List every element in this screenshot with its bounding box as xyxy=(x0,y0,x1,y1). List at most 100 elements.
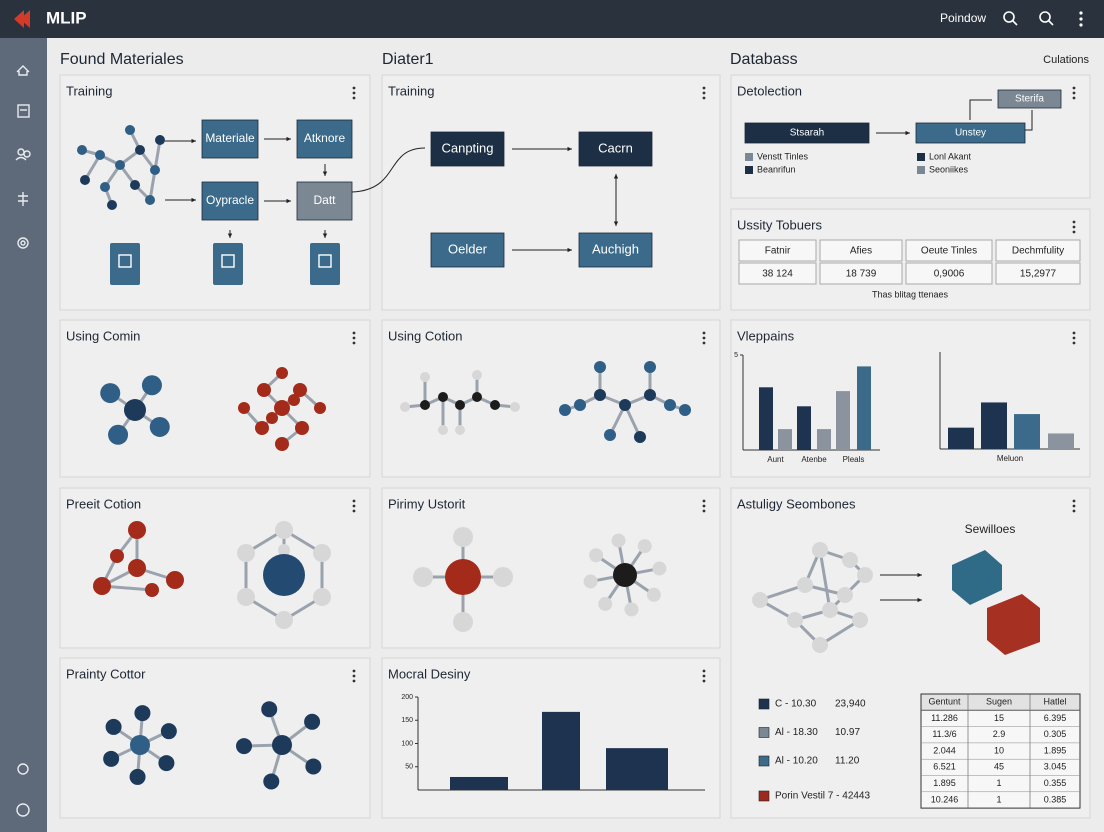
flow-node-label: Cacrn xyxy=(598,140,633,155)
atom xyxy=(257,383,271,397)
table-cell-text: 10.246 xyxy=(931,794,959,804)
panel-menu-dot[interactable] xyxy=(352,331,356,335)
atom xyxy=(604,429,616,441)
panel-menu-dot[interactable] xyxy=(702,509,706,513)
panel-menu-dot[interactable] xyxy=(352,669,356,673)
panel-menu-dot[interactable] xyxy=(352,674,356,678)
atom xyxy=(274,400,290,416)
atom xyxy=(295,421,309,435)
legend-value: 23,940 xyxy=(835,699,866,710)
panel-menu-dot[interactable] xyxy=(1072,96,1076,100)
atom xyxy=(166,571,184,589)
flow-node xyxy=(296,181,353,221)
icon-tile xyxy=(310,243,340,285)
atom xyxy=(110,549,124,563)
panel-menu-dot[interactable] xyxy=(702,96,706,100)
atom xyxy=(261,701,278,718)
flow-node-label: Sterifa xyxy=(1015,94,1044,105)
atom xyxy=(472,392,482,402)
atom xyxy=(420,400,430,410)
panel-menu-dot[interactable] xyxy=(352,336,356,340)
atom xyxy=(266,412,278,424)
y-tick-label: 5 xyxy=(734,352,738,359)
table-cell-text: 11.3/6 xyxy=(932,729,956,739)
atom xyxy=(115,160,125,170)
panel-menu-dot[interactable] xyxy=(702,504,706,508)
arrow-head xyxy=(905,130,910,136)
panel-menu-dot[interactable] xyxy=(352,341,356,345)
panel-menu-dot[interactable] xyxy=(352,679,356,683)
atom xyxy=(634,431,646,443)
panel-menu-dot[interactable] xyxy=(1072,509,1076,513)
atom xyxy=(472,370,482,380)
column-heading: Found Materiales xyxy=(60,51,184,68)
panel-menu-dot[interactable] xyxy=(1072,220,1076,224)
panel xyxy=(730,319,1091,478)
x-tick-label: Pleals xyxy=(843,455,865,464)
table-cell-text: 10 xyxy=(994,745,1004,755)
panel-menu-dot[interactable] xyxy=(702,341,706,345)
panel-menu-dot[interactable] xyxy=(702,331,706,335)
brand: MLIP xyxy=(46,8,87,27)
atom xyxy=(80,175,90,185)
panel-menu-dot[interactable] xyxy=(702,499,706,503)
panel-menu-dot[interactable] xyxy=(352,499,356,503)
panel-menu-dot[interactable] xyxy=(702,679,706,683)
atom xyxy=(594,361,606,373)
arrow-head xyxy=(286,198,291,204)
flow-node xyxy=(915,122,1026,144)
atom xyxy=(155,135,165,145)
panel xyxy=(381,74,721,311)
panel-menu-dot[interactable] xyxy=(702,86,706,90)
panel-menu-dot[interactable] xyxy=(352,86,356,90)
panel-menu-dot[interactable] xyxy=(1072,225,1076,229)
bar xyxy=(797,406,811,450)
panel-menu-dot[interactable] xyxy=(352,96,356,100)
bar xyxy=(759,387,773,450)
bar xyxy=(836,391,850,450)
icon-tile xyxy=(110,243,140,285)
sidebar-icons[interactable] xyxy=(15,65,31,817)
panel-menu-dot[interactable] xyxy=(702,669,706,673)
panel-menu-dot[interactable] xyxy=(1072,499,1076,503)
legend-label: Lonl Akant xyxy=(929,151,972,161)
flow-node xyxy=(997,89,1062,109)
panel-menu-dot[interactable] xyxy=(1072,341,1076,345)
icon-glyph xyxy=(118,254,132,268)
flow-connector xyxy=(351,147,426,193)
user-name[interactable]: Poindow xyxy=(940,11,986,25)
table-cell-text: 2.9 xyxy=(993,729,1006,739)
atom xyxy=(619,399,631,411)
atom xyxy=(646,587,661,602)
panel-menu-dot[interactable] xyxy=(1072,331,1076,335)
menu-icon[interactable] xyxy=(1079,11,1083,27)
panel-menu-dot[interactable] xyxy=(702,674,706,678)
search-icons[interactable] xyxy=(1003,11,1054,26)
panel-menu-dot[interactable] xyxy=(702,91,706,95)
panel-menu-dot[interactable] xyxy=(352,504,356,508)
icon-tile xyxy=(213,243,243,285)
panel-menu-dot[interactable] xyxy=(1072,504,1076,508)
atom xyxy=(237,588,255,606)
atom xyxy=(100,182,110,192)
flow-node xyxy=(578,131,653,167)
panel-menu-dot[interactable] xyxy=(352,91,356,95)
panel-menu-dot[interactable] xyxy=(1072,86,1076,90)
arrow-head xyxy=(567,146,572,152)
atom xyxy=(236,738,253,755)
atom xyxy=(797,577,813,593)
atom xyxy=(314,402,326,414)
legend-swatch xyxy=(745,166,753,174)
bar xyxy=(542,711,580,790)
icon-glyph xyxy=(221,254,235,268)
panel-menu-dot[interactable] xyxy=(1072,230,1076,234)
atom xyxy=(822,602,838,618)
atom xyxy=(812,637,828,653)
panel-menu-dot[interactable] xyxy=(352,509,356,513)
table-cell-text: 1.895 xyxy=(1044,745,1067,755)
panel-menu-dot[interactable] xyxy=(702,336,706,340)
atom xyxy=(128,559,146,577)
panel-menu-dot[interactable] xyxy=(1072,91,1076,95)
panel-menu-dot[interactable] xyxy=(1072,336,1076,340)
table-header: Dechmfulity xyxy=(1012,246,1064,257)
